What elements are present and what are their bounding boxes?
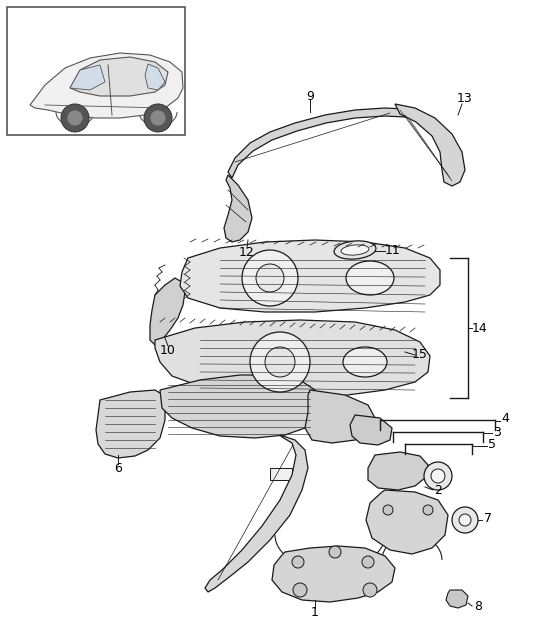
Circle shape [383, 505, 393, 515]
Circle shape [144, 104, 172, 132]
Circle shape [67, 110, 83, 126]
Bar [7, 7, 185, 135]
Circle shape [431, 469, 445, 483]
Circle shape [265, 347, 295, 377]
Polygon shape [70, 57, 168, 96]
Polygon shape [30, 53, 183, 118]
Polygon shape [155, 320, 430, 398]
Text: 9: 9 [306, 90, 314, 102]
Circle shape [362, 556, 374, 568]
Text: 8: 8 [474, 600, 482, 612]
Polygon shape [180, 240, 440, 312]
Polygon shape [145, 64, 165, 90]
Text: 12: 12 [239, 246, 255, 259]
Text: 4: 4 [501, 411, 509, 425]
Polygon shape [228, 108, 405, 178]
Polygon shape [305, 390, 375, 443]
Polygon shape [224, 175, 252, 242]
Circle shape [452, 507, 478, 533]
Text: 14: 14 [472, 322, 488, 335]
Text: 6: 6 [114, 462, 122, 475]
Polygon shape [446, 590, 468, 608]
Circle shape [292, 556, 304, 568]
Polygon shape [150, 278, 185, 345]
Polygon shape [70, 65, 105, 90]
Polygon shape [395, 104, 465, 186]
Text: 15: 15 [412, 349, 428, 362]
Polygon shape [160, 375, 315, 438]
Text: 2: 2 [434, 484, 442, 497]
Ellipse shape [334, 241, 376, 259]
Circle shape [242, 250, 298, 306]
Text: 1: 1 [311, 605, 319, 619]
Text: 5: 5 [488, 438, 496, 452]
Circle shape [363, 583, 377, 597]
Circle shape [150, 110, 166, 126]
Circle shape [61, 104, 89, 132]
Ellipse shape [346, 261, 394, 295]
Ellipse shape [343, 347, 387, 377]
Circle shape [256, 264, 284, 292]
Polygon shape [205, 435, 308, 592]
Text: 13: 13 [457, 92, 473, 104]
Polygon shape [96, 390, 165, 458]
Bar [358, 422, 380, 436]
Polygon shape [368, 452, 428, 490]
Text: 11: 11 [385, 244, 401, 257]
Circle shape [459, 514, 471, 526]
Polygon shape [350, 415, 392, 445]
Polygon shape [366, 490, 448, 554]
Text: 10: 10 [160, 344, 176, 357]
Text: 3: 3 [493, 426, 501, 438]
Circle shape [423, 505, 433, 515]
Ellipse shape [341, 245, 369, 255]
Circle shape [293, 583, 307, 597]
Bar [380, 465, 410, 477]
Circle shape [329, 546, 341, 558]
Circle shape [424, 462, 452, 490]
Bar [270, 468, 292, 480]
Text: 7: 7 [484, 511, 492, 524]
Circle shape [250, 332, 310, 392]
Polygon shape [272, 546, 395, 602]
